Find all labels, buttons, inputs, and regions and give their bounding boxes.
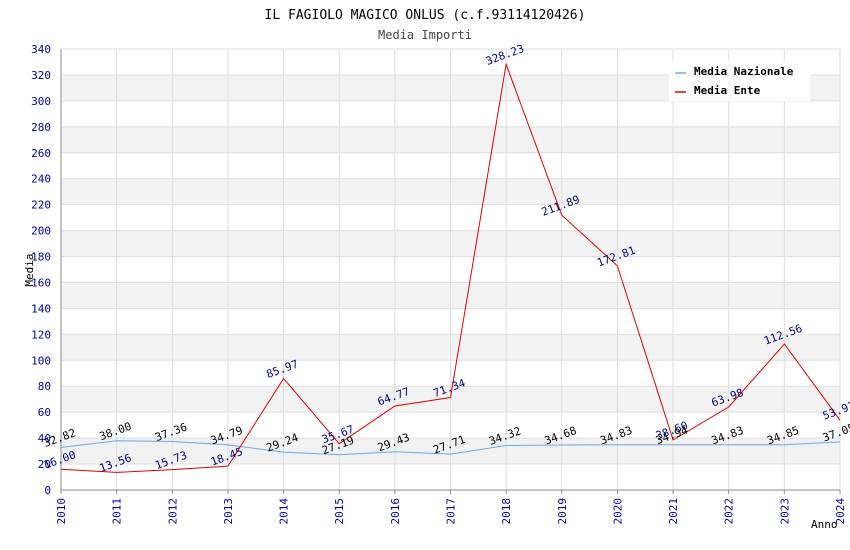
x-tick-label: 2010: [55, 498, 68, 525]
y-tick-label: 220: [31, 199, 51, 212]
x-tick-label: 2024: [834, 498, 847, 525]
y-tick-label: 160: [31, 276, 51, 289]
y-tick-label: 280: [31, 121, 51, 134]
chart-subtitle: Media Importi: [378, 28, 472, 42]
y-tick-label: 140: [31, 302, 51, 315]
legend-box: [669, 61, 810, 101]
y-tick-label: 240: [31, 173, 51, 186]
y-axis: 0 20 40 60 80 100 120 140 160 180 200 220 240 260 280 3…: [31, 43, 62, 497]
y-tick-label: 180: [31, 251, 51, 264]
x-tick-label: 2016: [389, 498, 402, 525]
series-line-media-ente: [60, 62, 841, 473]
x-tick-label: 2019: [556, 498, 569, 525]
chart-title: IL FAGIOLO MAGICO ONLUS (c.f.93114120426…: [265, 8, 586, 23]
x-tick-label: 2023: [778, 498, 791, 525]
y-tick-label: 320: [31, 69, 51, 82]
legend-label-media-nazionale: Media Nazionale: [694, 65, 794, 78]
x-tick-label: 2015: [333, 498, 346, 525]
y-tick-label: 200: [31, 225, 51, 238]
y-tick-label: 120: [31, 328, 51, 341]
x-tick-label: 2012: [166, 498, 179, 525]
y-tick-label: 100: [31, 354, 51, 367]
series-line-media-nazionale: [60, 440, 841, 456]
data-label-media-ente: 85.97: [265, 357, 301, 381]
data-label-media-ente: 16.00: [42, 448, 78, 472]
x-tick-label: 2022: [723, 498, 736, 525]
legend: Media Nazionale Media Ente: [669, 61, 810, 101]
x-tick-label: 2021: [667, 498, 680, 525]
y-tick-label: 40: [38, 432, 51, 445]
x-axis-label: Anno: [811, 518, 838, 531]
x-tick-label: 2014: [278, 498, 291, 525]
y-tick-label: 260: [31, 147, 51, 160]
legend-label-media-ente: Media Ente: [694, 84, 761, 97]
x-tick-label: 2013: [222, 498, 235, 525]
x-tick-label: 2018: [500, 498, 513, 525]
y-tick-label: 300: [31, 95, 51, 108]
x-axis: 2010 2011 2012 2013 2014 2015 2016 2017 2018 2019…: [55, 489, 847, 525]
y-tick-label: 60: [38, 406, 51, 419]
y-tick-label: 0: [44, 484, 51, 497]
x-tick-label: 2017: [445, 498, 458, 525]
series-lines: [60, 62, 841, 473]
y-tick-label: 340: [31, 43, 51, 56]
y-axis-label: Media: [23, 253, 36, 286]
x-tick-label: 2020: [611, 498, 624, 525]
y-tick-label: 80: [38, 380, 51, 393]
y-tick-label: 20: [38, 458, 51, 471]
data-label-media-ente: 328.23: [484, 42, 526, 68]
x-tick-label: 2011: [111, 498, 124, 525]
